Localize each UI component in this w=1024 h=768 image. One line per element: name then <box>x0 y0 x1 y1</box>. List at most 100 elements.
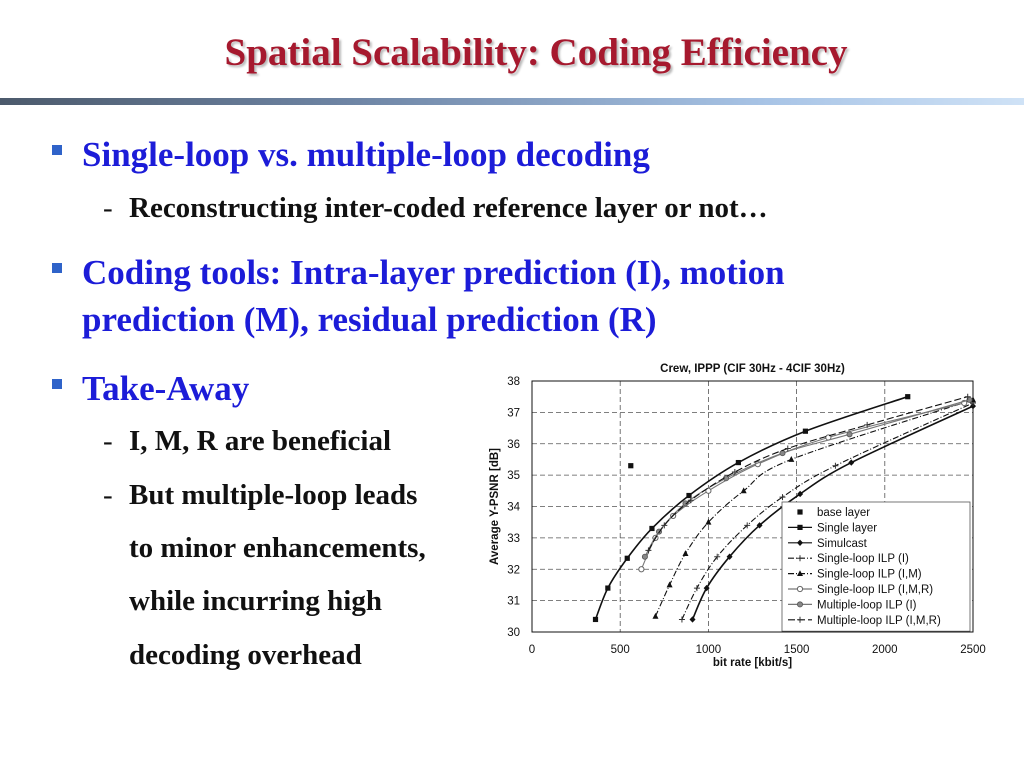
sub-bullet-1-1: - Reconstructing inter-coded reference la… <box>103 192 768 225</box>
x-tick-label: 2000 <box>872 644 898 656</box>
chart-title: Crew, IPPP (CIF 30Hz - 4CIF 30Hz) <box>660 363 845 375</box>
data-point-single-loop-ilp-i-m <box>682 550 689 556</box>
bullet-2: Coding tools: Intra-layer prediction (I)… <box>52 249 912 343</box>
bullet-3: Take-Away <box>52 365 249 412</box>
legend-marker-single-layer <box>797 524 803 530</box>
data-point-single-loop-ilp-i-m <box>788 456 795 462</box>
series-single-loop-ilp-i-m <box>652 396 976 619</box>
legend-label-single-layer: Single layer <box>817 522 877 534</box>
data-point-base-layer <box>628 463 634 469</box>
data-point-single-loop-ilp-i <box>714 553 721 560</box>
x-tick-label: 2500 <box>960 644 986 656</box>
y-tick-label: 33 <box>507 533 520 545</box>
legend-marker-multiple-loop-ilp-i <box>796 601 803 608</box>
data-point-single-layer <box>605 585 611 591</box>
series-multiple-loop-ilp-i-m-r <box>645 393 971 554</box>
y-tick-label: 37 <box>507 407 520 419</box>
data-point-multiple-loop-ilp-i <box>846 431 853 438</box>
data-point-multiple-loop-ilp-i-m-r <box>645 547 652 554</box>
data-point-multiple-loop-ilp-i-m-r <box>784 445 791 452</box>
data-point-single-loop-ilp-i <box>779 494 786 501</box>
data-point-single-loop-ilp-i-m <box>666 581 673 588</box>
series-line-multiple-loop-ilp-i-m-r <box>647 396 968 551</box>
data-point-single-loop-ilp-i-m <box>705 518 712 525</box>
data-point-multiple-loop-ilp-i-m-r <box>864 421 871 428</box>
data-point-single-layer <box>624 555 630 561</box>
bullet-marker-icon <box>52 263 62 273</box>
sub-bullet-dash: - <box>103 425 113 457</box>
legend-marker-single-loop-ilp-i-m-r <box>796 585 804 593</box>
sub-bullet-3-2-line-4: decoding overhead <box>129 639 362 671</box>
y-tick-label: 38 <box>507 376 520 388</box>
x-tick-label: 0 <box>529 644 535 656</box>
data-point-multiple-loop-ilp-i-m-r <box>964 393 971 400</box>
x-axis-label: bit rate [kbit/s] <box>713 657 792 669</box>
psnr-rate-chart: Crew, IPPP (CIF 30Hz - 4CIF 30Hz) 0 500 100… <box>489 363 986 669</box>
data-point-single-loop-ilp-i <box>693 585 700 592</box>
sub-bullet-3-2-line-3: while incurring high <box>129 585 382 617</box>
bullet-3-text: Take-Away <box>82 369 250 408</box>
bullet-marker-icon <box>52 145 62 155</box>
plot-frame <box>531 380 974 633</box>
data-point-single-loop-ilp-i <box>678 616 685 623</box>
legend-box <box>781 501 971 632</box>
y-tick-label: 35 <box>507 470 520 482</box>
data-point-simulcast <box>848 459 855 466</box>
sub-bullet-3-2: - But multiple-loop leads <box>103 479 417 512</box>
y-tick-label: 34 <box>507 502 520 514</box>
data-point-single-layer <box>649 525 655 532</box>
legend-marker-multiple-loop-ilp-i-m-r <box>797 616 803 623</box>
series-base-layer <box>628 463 634 469</box>
bullet-marker-icon <box>52 379 62 389</box>
data-point-multiple-loop-ilp-i-m-r <box>731 468 738 475</box>
legend-label-simulcast: Simulcast <box>817 538 868 550</box>
sub-bullet-3-2-line-2: to minor enhancements, <box>129 532 426 564</box>
data-point-single-loop-ilp-i <box>832 462 839 469</box>
legend-marker-single-loop-ilp-i-m <box>797 570 803 576</box>
data-point-single-loop-ilp-i-m <box>652 612 659 619</box>
data-point-single-layer <box>905 394 911 400</box>
x-tick-label: 1000 <box>696 644 722 656</box>
data-point-multiple-loop-ilp-i <box>641 553 648 560</box>
sub-bullet-dash: - <box>103 192 113 224</box>
legend-label-multiple-loop-ilp-i-m-r: Multiple-loop ILP (I,M,R) <box>817 615 941 627</box>
data-point-simulcast <box>689 616 696 623</box>
data-point-single-loop-ilp-i-m-r <box>638 566 645 573</box>
y-tick-label: 30 <box>507 627 520 639</box>
sub-bullet-1-1-text: Reconstructing inter-coded reference lay… <box>129 192 768 224</box>
data-point-single-loop-ilp-i-m <box>740 487 747 494</box>
sub-bullet-3-1: - I, M, R are beneficial <box>103 425 391 458</box>
series-simulcast <box>689 402 976 623</box>
title-divider <box>0 98 1024 105</box>
data-point-multiple-loop-ilp-i <box>682 500 689 507</box>
sub-bullet-dash: - <box>103 479 113 511</box>
x-tick-label: 500 <box>611 644 630 656</box>
y-tick-label: 31 <box>507 596 520 608</box>
data-point-multiple-loop-ilp-i <box>779 450 786 457</box>
sub-bullet-3-2-line-1: But multiple-loop leads <box>129 479 418 511</box>
slide-title: Spatial Scalability: Coding Efficiency <box>224 31 848 74</box>
y-tick-label: 32 <box>507 564 520 576</box>
bullet-1-text: Single-loop vs. multiple-loop decoding <box>82 135 650 174</box>
legend-label-single-loop-ilp-i-m-r: Single-loop ILP (I,M,R) <box>817 584 933 596</box>
legend-marker-single-loop-ilp-i <box>797 555 803 562</box>
series-single-layer <box>592 394 911 623</box>
sub-bullet-3-1-text: I, M, R are beneficial <box>129 425 392 457</box>
bullet-2-text: Coding tools: Intra-layer prediction (I)… <box>82 253 785 339</box>
data-point-simulcast <box>797 490 804 498</box>
data-point-multiple-loop-ilp-i-m-r <box>661 522 668 529</box>
legend-label-single-loop-ilp-i-m: Single-loop ILP (I,M) <box>817 569 922 581</box>
data-point-single-layer <box>592 616 599 623</box>
data-point-single-layer <box>735 459 741 466</box>
y-axis-label: Average Y-PSNR [dB] <box>489 448 501 565</box>
series-single-loop-ilp-i <box>678 399 976 623</box>
x-tick-label: 1500 <box>784 644 810 656</box>
data-point-simulcast <box>970 402 976 410</box>
data-point-single-layer <box>686 492 692 499</box>
data-point-single-layer <box>802 428 809 434</box>
legend-marker-base-layer <box>797 509 803 515</box>
y-tick-label: 36 <box>507 439 520 451</box>
bullet-1: Single-loop vs. multiple-loop decoding <box>52 131 650 178</box>
data-point-multiple-loop-ilp-i-m-r <box>687 497 694 504</box>
legend-label-base-layer: base layer <box>817 507 870 519</box>
